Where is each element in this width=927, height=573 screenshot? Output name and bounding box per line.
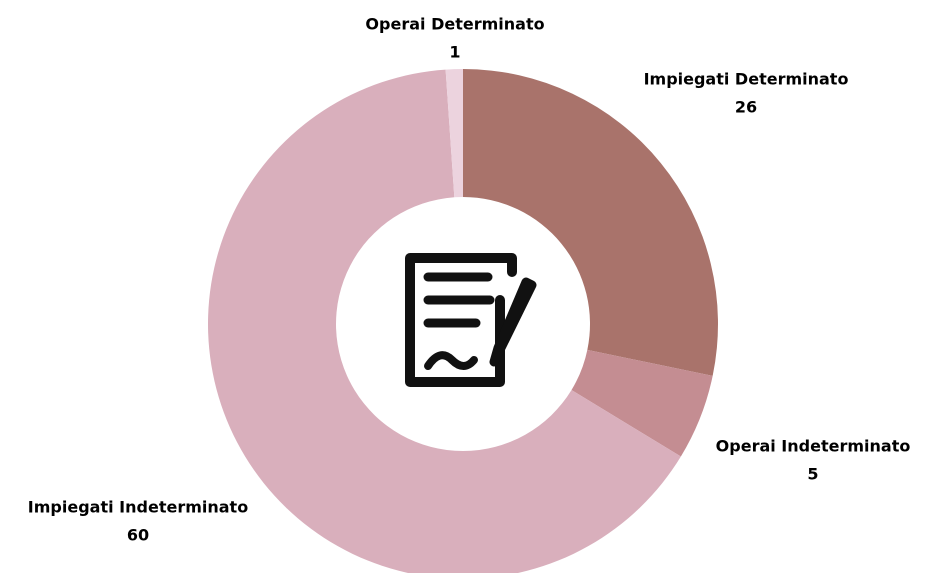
icon-pen xyxy=(489,277,537,367)
slice-value: 1 xyxy=(449,43,460,62)
icon-signature xyxy=(424,351,478,370)
slices xyxy=(208,69,718,573)
slice-label: Operai Indeterminato xyxy=(716,437,911,456)
slice-label: Operai Determinato xyxy=(365,15,544,34)
slice-label: Impiegati Determinato xyxy=(644,70,849,89)
slice-value: 60 xyxy=(127,526,149,545)
slice xyxy=(571,349,713,457)
slice xyxy=(445,69,463,198)
slice-value: 26 xyxy=(735,98,757,117)
slice-value: 5 xyxy=(807,465,818,484)
contract-icon xyxy=(405,253,537,387)
icon-paper xyxy=(405,253,517,387)
slice-label: Impiegati Indeterminato xyxy=(28,498,248,517)
slice xyxy=(208,69,681,573)
slice xyxy=(463,69,718,376)
